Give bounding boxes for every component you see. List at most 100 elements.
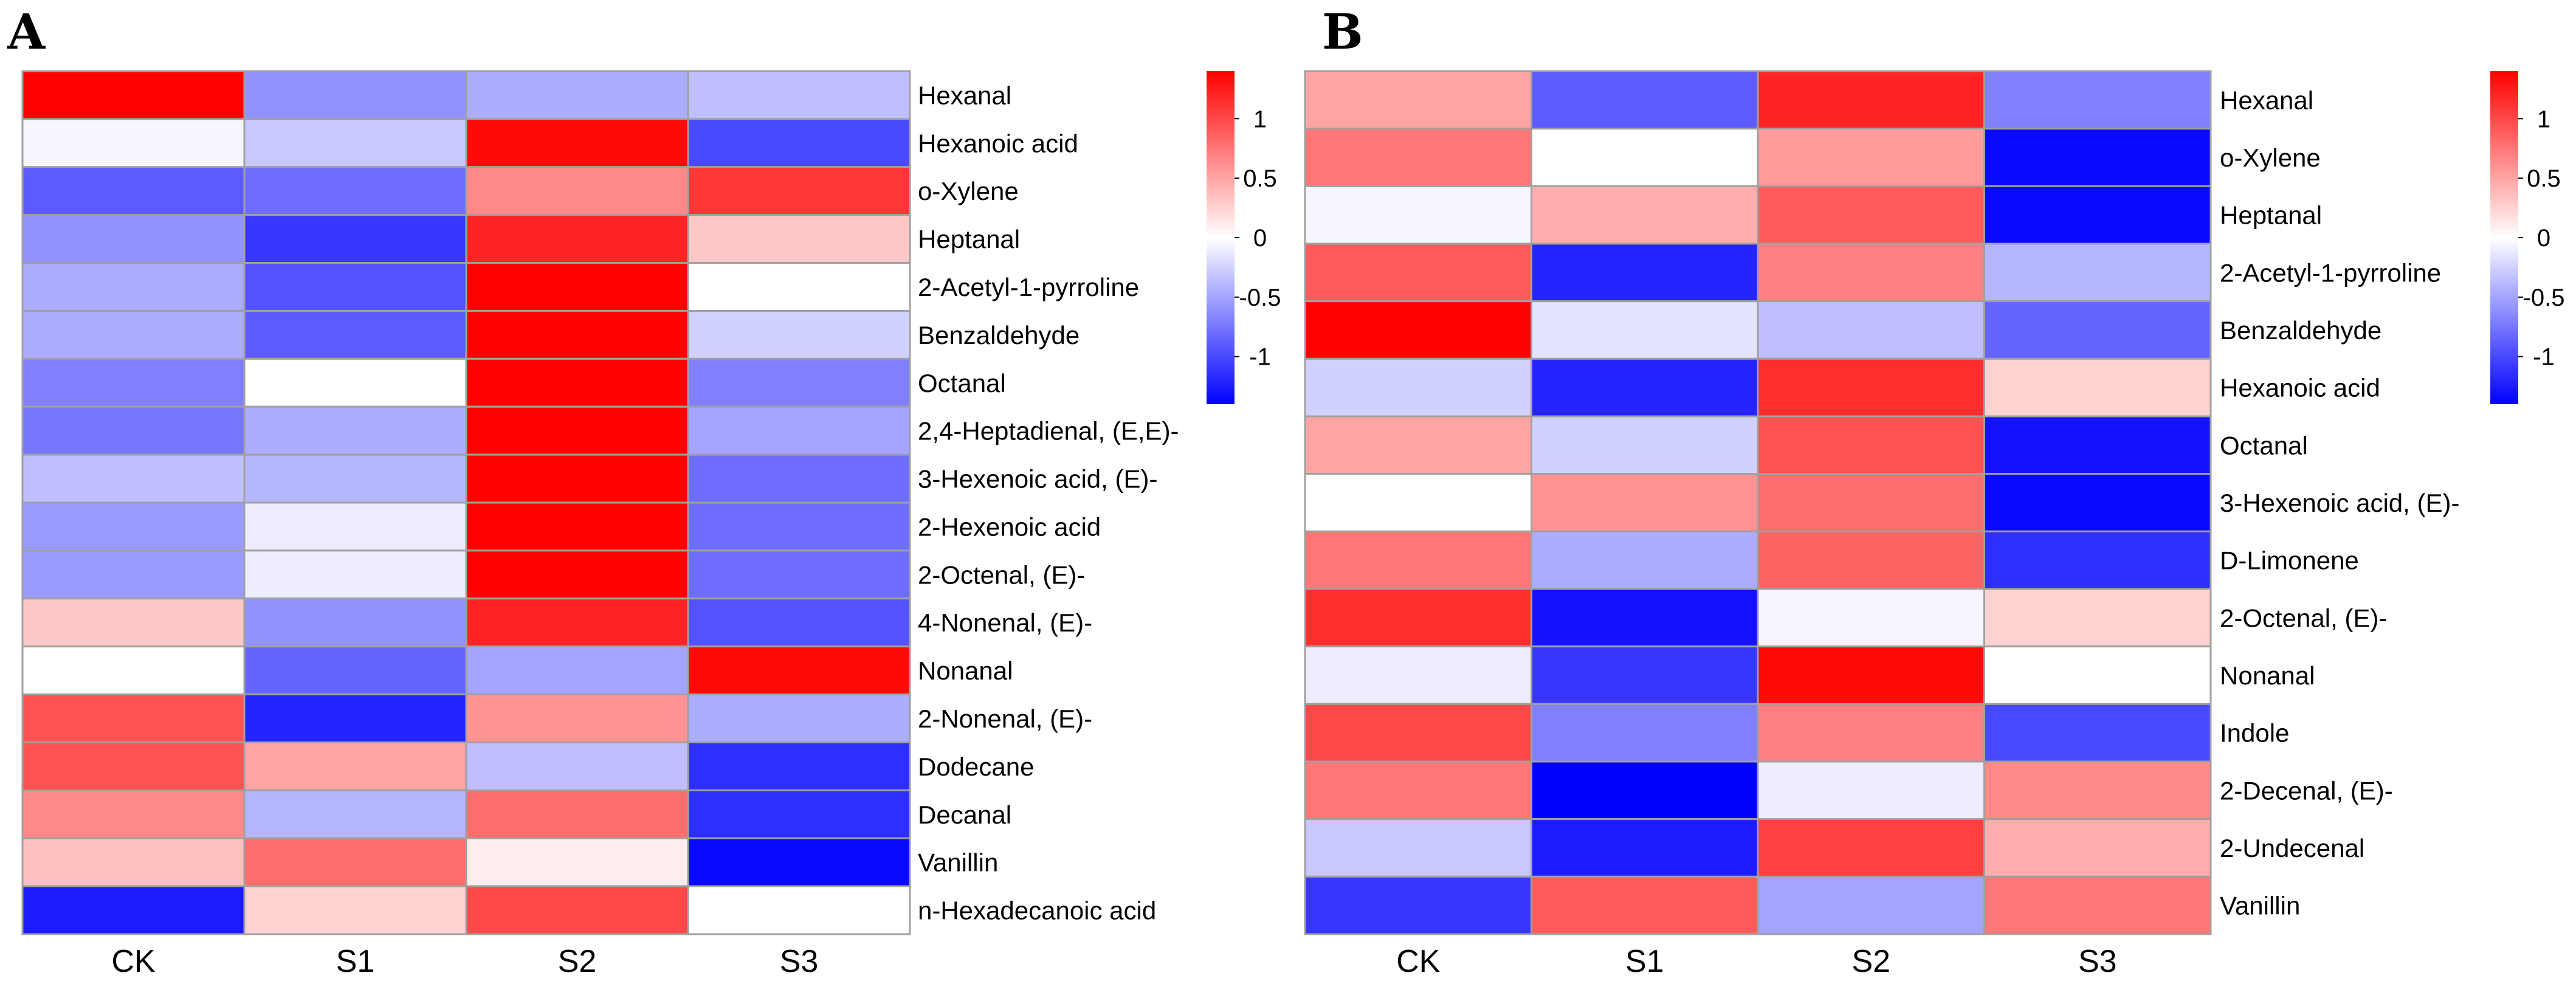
panel-a-cell	[687, 118, 911, 168]
panel-b-colorbar-tick-label: -0.5	[2523, 284, 2565, 311]
panel-a-colorbar-gradient	[1207, 71, 1235, 404]
panel-a-cell	[21, 501, 246, 552]
panel-a-cell	[465, 693, 689, 743]
panel-b-cell	[1983, 645, 2212, 705]
panel-b-cell	[1757, 243, 1985, 303]
panel-a-row-label: Dodecane	[918, 752, 1034, 781]
panel-b-cell	[1304, 357, 1532, 418]
panel-a-cell	[687, 262, 911, 312]
panel-b-cell	[1531, 473, 1759, 532]
panel-a-cell	[687, 885, 911, 935]
panel-b-cell	[1983, 185, 2212, 245]
panel-a-cell	[21, 549, 246, 600]
panel-a-cell	[243, 549, 467, 600]
panel-a-cell	[243, 405, 467, 456]
panel-b-cell	[1757, 588, 1985, 648]
panel-a-cell	[243, 693, 467, 743]
panel-b-letter: B	[1322, 3, 1363, 60]
panel-b-colorbar-ticks: 1 0.5 0 -0.5 -1	[2518, 106, 2565, 371]
panel-b-cell	[1304, 185, 1532, 245]
panel-b-cell	[1983, 243, 2212, 303]
panel-a-row-label: 2-Nonenal, (E)-	[918, 704, 1092, 733]
panel-a-cell	[21, 166, 246, 216]
panel-a-column-label: S2	[558, 944, 597, 979]
panel-a-cell	[465, 405, 689, 456]
panel-b-colorbar-tick-label: 0	[2537, 225, 2550, 252]
panel-a-row-label: 2-Hexenoic acid	[918, 512, 1101, 541]
panel-a-cell	[687, 549, 911, 600]
panel-a-cell	[21, 405, 246, 456]
panel-b-colorbar-tick-label: -1	[2533, 344, 2555, 371]
panel-b-cell	[1757, 703, 1985, 763]
panel-a-cell	[243, 837, 467, 887]
panel-b-cell	[1304, 588, 1532, 648]
panel-b-row-label: Heptanal	[2220, 201, 2322, 230]
panel-b-cell	[1983, 473, 2212, 532]
panel-b-column-label: CK	[1396, 944, 1441, 979]
panel-a-cell	[465, 214, 689, 264]
panel-b-cell	[1983, 818, 2212, 878]
panel-a-cell	[687, 70, 911, 120]
panel-a-colorbar-tick-label: 0.5	[1243, 165, 1277, 192]
panel-a-cell	[465, 262, 689, 312]
panel-b-cell	[1531, 357, 1759, 418]
panel-a-row-label: 3-Hexenoic acid, (E)-	[918, 465, 1157, 494]
panel-a-cell	[243, 309, 467, 360]
panel-a-cell	[687, 309, 911, 360]
panel-b-cell	[1983, 588, 2212, 648]
panel-a-cell	[465, 597, 689, 648]
panel-a-colorbar-tick-label: -1	[1249, 344, 1271, 371]
panel-b-cell	[1757, 300, 1985, 360]
panel-a-cell	[465, 885, 689, 935]
panel-a-cell	[21, 357, 246, 408]
panel-b-cell	[1531, 70, 1759, 130]
panel-a-cell	[243, 357, 467, 408]
panel-a-cell	[21, 118, 246, 168]
panel-b-row-label: D-Limonene	[2220, 546, 2359, 575]
panel-a-column-labels: CK S1 S2 S3	[111, 944, 818, 979]
panel-a-cell	[243, 70, 467, 120]
panel-b-cell	[1983, 70, 2212, 130]
panel-a-cell	[465, 549, 689, 600]
panel-a-cell	[21, 789, 246, 839]
panel-b-cell	[1531, 530, 1759, 590]
panel-a-cell	[687, 357, 911, 408]
panel-b-row-label: Hexanal	[2220, 86, 2313, 114]
panel-b-cell	[1304, 415, 1532, 475]
panel-b-cell	[1531, 645, 1759, 705]
panel-b-cell	[1304, 243, 1532, 303]
panel-b-row-label: Octanal	[2220, 431, 2308, 459]
panel-b-cell	[1757, 70, 1985, 130]
panel-b-cell	[1983, 760, 2212, 821]
panel-a-cell	[243, 214, 467, 264]
panel-b-cells	[1304, 70, 2212, 935]
panel-a-cell	[465, 309, 689, 360]
panel-a-cell	[465, 453, 689, 504]
panel-b-row-label: Vanillin	[2220, 892, 2300, 920]
panel-a-cell	[243, 741, 467, 791]
panel-a-row-label: 4-Nonenal, (E)-	[918, 608, 1092, 637]
panel-b-cell	[1531, 875, 1759, 935]
panel-a-cell	[21, 693, 246, 743]
panel-a-colorbar-tick-label: -0.5	[1239, 284, 1281, 311]
panel-a-cell	[687, 837, 911, 887]
panel-b-cell	[1757, 473, 1985, 532]
panel-b-row-label: 3-Hexenoic acid, (E)-	[2220, 489, 2459, 517]
panel-a-cell	[21, 262, 246, 312]
panel-a-cell	[465, 837, 689, 887]
panel-b-cell	[1304, 70, 1532, 130]
panel-b-row-label: Nonanal	[2220, 661, 2315, 690]
panel-a-cell	[465, 357, 689, 408]
panel-a-cell	[21, 885, 246, 935]
panel-b-row-label: 2-Octenal, (E)-	[2220, 604, 2387, 632]
panel-a-cell	[687, 405, 911, 456]
panel-a-cell	[687, 453, 911, 504]
panel-b-row-label: Benzaldehyde	[2220, 316, 2381, 345]
panel-b-cell	[1757, 357, 1985, 418]
panel-b-cell	[1983, 875, 2212, 935]
panel-a-cells	[21, 70, 911, 935]
panel-a-column-label: S1	[336, 944, 375, 979]
panel-a-row-label: Benzaldehyde	[918, 321, 1080, 349]
heatmap-panel-a: A Hexanal Hexanoic acid o-Xylene Heptanal 2-…	[7, 3, 1281, 979]
